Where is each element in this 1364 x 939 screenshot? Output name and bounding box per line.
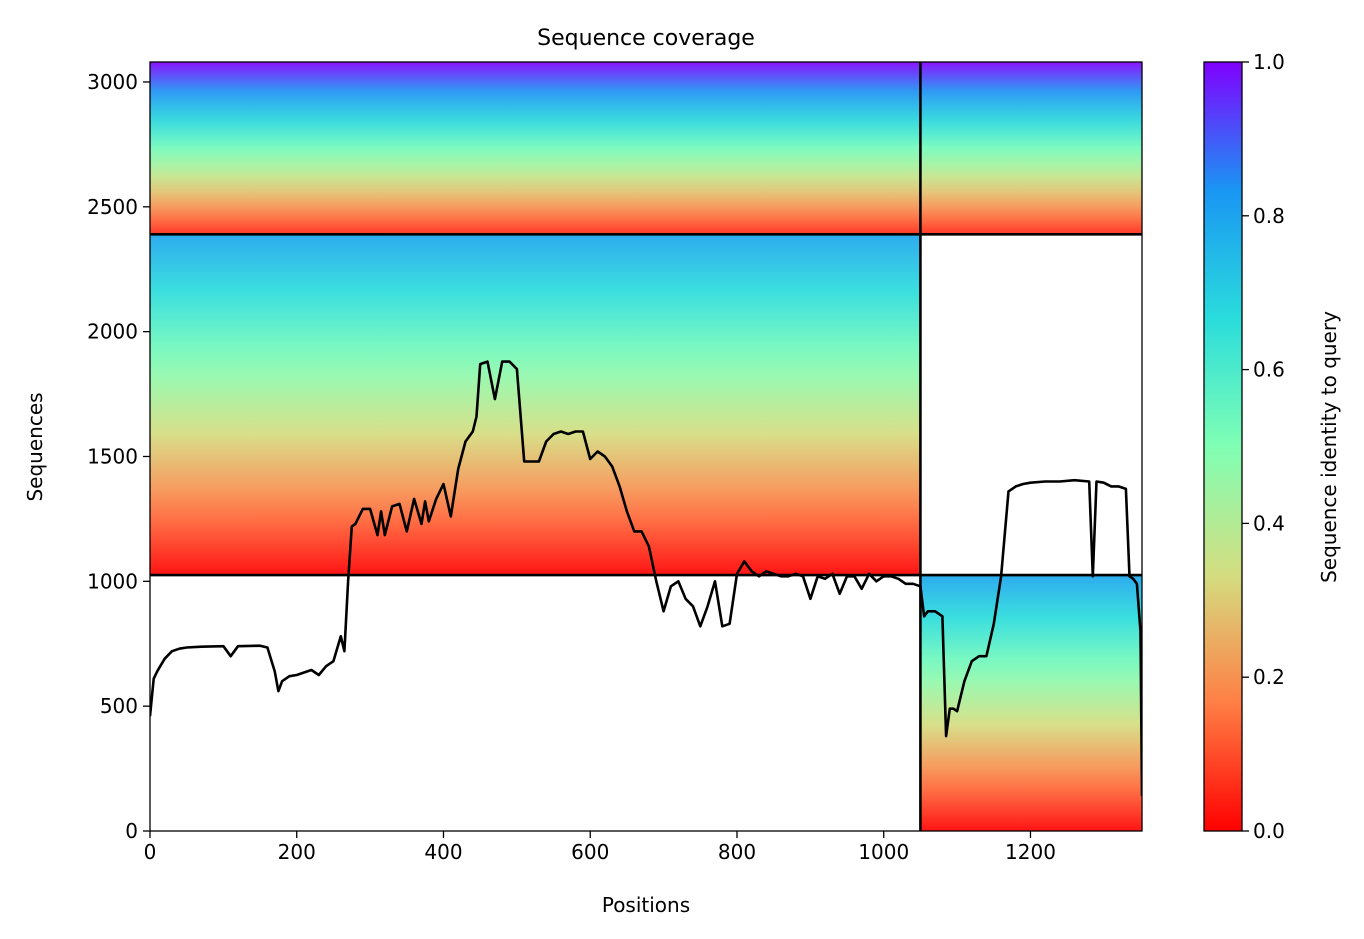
- y-tick-label: 1500: [87, 444, 138, 468]
- colorbar-tick-label: 0.8: [1253, 204, 1285, 228]
- y-tick-label: 500: [100, 694, 138, 718]
- colorbar-label: Sequence identity to query: [1317, 311, 1341, 583]
- y-axis-label: Sequences: [23, 392, 47, 501]
- x-tick-label: 1200: [1005, 840, 1056, 864]
- colorbar-tick-label: 0.6: [1253, 358, 1285, 382]
- coverage-line: [150, 360, 1142, 797]
- x-axis-label: Positions: [602, 893, 690, 917]
- heatmap-blocks: [150, 62, 1142, 831]
- x-axis-ticks: 0 200 400 600 800 1000 1200: [144, 831, 1056, 864]
- x-tick-label: 0: [144, 840, 157, 864]
- plot-area: [149, 61, 1143, 832]
- x-tick-label: 400: [424, 840, 462, 864]
- x-tick-label: 800: [718, 840, 756, 864]
- y-tick-label: 1000: [87, 569, 138, 593]
- colorbar-tick-label: 0.4: [1253, 511, 1285, 535]
- colorbar-tick-label: 1.0: [1253, 50, 1285, 74]
- x-tick-label: 1000: [858, 840, 909, 864]
- chart-title: Sequence coverage: [537, 26, 755, 51]
- y-tick-label: 2000: [87, 320, 138, 344]
- y-axis-ticks: 0 500 1000 1500 2000 2500 3000: [87, 70, 150, 843]
- heatmap-block-chain-1-only: [150, 234, 921, 576]
- y-tick-label: 0: [125, 819, 138, 843]
- y-tick-label: 3000: [87, 70, 138, 94]
- y-tick-label: 2500: [87, 195, 138, 219]
- colorbar-tick-label: 0.0: [1253, 819, 1285, 843]
- heatmap-block-chain-2-only: [920, 575, 1142, 831]
- colorbar-tick-label: 0.2: [1253, 665, 1285, 689]
- chain-boundaries: [150, 62, 1142, 831]
- plot-frame: [149, 61, 1143, 832]
- colorbar: 0.0 0.2 0.4 0.6 0.8 1.0 Sequence identity to …: [1203, 50, 1341, 843]
- x-tick-label: 600: [571, 840, 609, 864]
- colorbar-ticks: 0.0 0.2 0.4 0.6 0.8 1.0: [1242, 50, 1285, 843]
- x-tick-label: 200: [278, 840, 316, 864]
- colorbar-fill: [1203, 61, 1243, 832]
- heatmap-block-paired: [150, 62, 1142, 235]
